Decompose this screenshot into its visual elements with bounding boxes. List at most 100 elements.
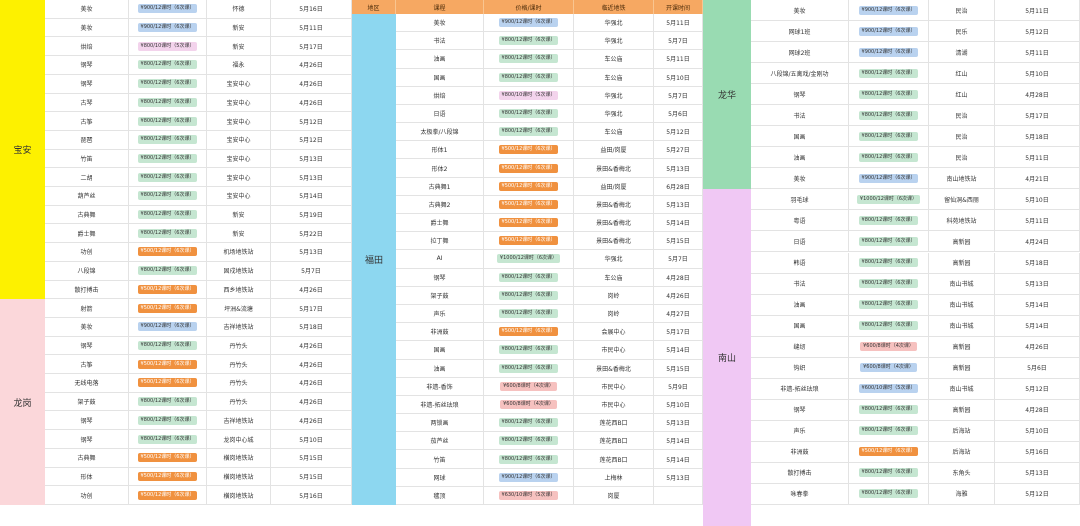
price-cell: ¥800/12课时（6次课） xyxy=(849,231,929,252)
course-cell: 国画 xyxy=(751,126,849,147)
metro-cell: 高新园 xyxy=(929,399,995,420)
table-row: 网球 ¥900/12课时（6次课） 上梅林 5月13日 xyxy=(396,468,703,487)
price-badge: ¥800/10课时（5次课） xyxy=(137,41,198,51)
course-cell: 声乐 xyxy=(396,304,484,323)
course-cell: 古典舞1 xyxy=(396,177,484,195)
price-cell: ¥800/12课时（6次课） xyxy=(129,112,207,130)
table-row: 爵士舞 ¥500/12课时（6次课） 景田&香梅北 5月14日 xyxy=(396,214,703,233)
price-cell: ¥500/12课时（6次课） xyxy=(129,299,207,317)
date-cell: 6月28日 xyxy=(654,177,703,195)
date-cell: 4月26日 xyxy=(271,280,352,299)
course-cell: 钢琴 xyxy=(751,399,849,420)
price-badge: ¥900/12课时（6次课） xyxy=(858,26,919,36)
price-badge: ¥800/12课时（6次课） xyxy=(858,279,919,289)
table-row: 琵琶 ¥800/12课时（6次课） 宝安中心 5月12日 xyxy=(45,130,352,150)
table-row: 毽顶 ¥630/10课时（5次课） 岗厦 xyxy=(396,486,703,505)
panel-futian: 地区 课程 价格/课时 临近地铁 开课时间 福田 美妆 ¥900/12课时（6次课） 华强北 5月… xyxy=(352,0,703,505)
table-row: 葫芦丝 ¥800/12课时（6次课） 宝安中心 5月14日 xyxy=(45,187,352,206)
table-row: 日语 ¥800/12课时（6次课） 华强北 5月6日 xyxy=(396,104,703,124)
price-cell: ¥800/12课时（6次课） xyxy=(129,93,207,112)
price-cell: ¥800/12课时（6次课） xyxy=(129,56,207,74)
course-cell: 韩语 xyxy=(751,252,849,273)
table-row: 形体 ¥500/12课时（6次课） 横岗地铁站 5月15日 xyxy=(45,467,352,487)
course-cell: 爵士舞 xyxy=(396,214,484,232)
metro-cell: 岗岭 xyxy=(574,304,654,323)
course-cell: 拉丁舞 xyxy=(396,232,484,250)
metro-cell: 高新园 xyxy=(929,357,995,378)
price-badge: ¥1000/12课时（6次课） xyxy=(856,194,921,204)
course-cell: 形体1 xyxy=(396,141,484,159)
table-row: 竹笛 ¥800/12课时（6次课） 莲花西B口 5月14日 xyxy=(396,450,703,469)
table-row: 架子鼓 ¥800/12课时（6次课） 丹竹头 4月26日 xyxy=(45,392,352,412)
table-row: 声乐 ¥800/12课时（6次课） 后海站 5月10日 xyxy=(751,420,1080,442)
metro-cell: 车公庙 xyxy=(574,68,654,86)
course-cell: 钢琴 xyxy=(45,430,129,448)
price-cell: ¥800/12课时（6次课） xyxy=(484,123,574,141)
table-row: 钢琴 ¥800/12课时（6次课） 红山 4月28日 xyxy=(751,84,1080,106)
course-cell: 缝纫 xyxy=(751,336,849,357)
price-cell: ¥800/12课时（6次课） xyxy=(484,104,574,123)
price-badge: ¥800/12课时（6次课） xyxy=(858,89,919,99)
metro-cell: 车公庙 xyxy=(574,268,654,286)
price-badge: ¥800/12课时（6次课） xyxy=(498,109,559,118)
course-cell: 钢琴 xyxy=(751,84,849,105)
metro-cell: 民治 xyxy=(929,126,995,147)
course-cell: 油画 xyxy=(751,147,849,168)
price-badge: ¥500/12课时（6次课） xyxy=(137,359,198,369)
date-cell: 5月13日 xyxy=(271,243,352,261)
date-cell: 5月12日 xyxy=(271,112,352,130)
price-badge: ¥600/8课时（4次课） xyxy=(500,399,557,409)
course-cell: 粤语 xyxy=(751,210,849,231)
price-cell: ¥800/12课时（6次课） xyxy=(129,224,207,243)
course-cell: 国画 xyxy=(396,341,484,359)
table-row: 美妆 ¥900/12课时（6次课） 民治 5月11日 xyxy=(751,0,1080,22)
region-label: 南山 xyxy=(717,354,736,365)
date-cell: 5月6日 xyxy=(654,104,703,123)
price-badge: ¥800/12课时（6次课） xyxy=(137,397,198,407)
header-date: 开课时间 xyxy=(654,0,703,14)
course-cell: 八段锦 xyxy=(45,261,129,280)
date-cell: 5月11日 xyxy=(271,18,352,37)
course-cell: 美妆 xyxy=(751,0,849,21)
course-cell: 二胡 xyxy=(45,168,129,187)
price-badge: ¥800/12课时（6次课） xyxy=(498,36,559,46)
metro-cell: 景田&香梅北 xyxy=(574,195,654,214)
price-cell: ¥800/12课时（6次课） xyxy=(849,252,929,273)
table-row: 八段锦/五禽戏/金刚功 ¥800/12课时（6次课） 红山 5月10日 xyxy=(751,63,1080,85)
date-cell: 5月13日 xyxy=(271,149,352,168)
price-badge: ¥500/12课时（6次课） xyxy=(137,453,198,463)
course-cell: 射箭 xyxy=(45,299,129,317)
table-row: 咏春拳 ¥800/12课时（6次课） 海雅 5月12日 xyxy=(751,483,1080,505)
course-cell: 国画 xyxy=(751,315,849,336)
price-cell: ¥800/12课时（6次课） xyxy=(849,462,929,483)
course-cell: 咏春拳 xyxy=(751,483,849,504)
price-cell: ¥800/12课时（6次课） xyxy=(129,149,207,168)
course-cell: 功创 xyxy=(45,243,129,261)
table-row: 古典舞2 ¥500/12课时（6次课） 景田&香梅北 5月13日 xyxy=(396,195,703,215)
price-badge: ¥800/12课时（6次课） xyxy=(858,468,919,478)
price-cell: ¥800/12课时（6次课） xyxy=(849,420,929,441)
course-cell: 非洲鼓 xyxy=(396,323,484,341)
date-cell: 5月14日 xyxy=(995,294,1080,315)
price-cell: ¥500/12课时（6次课） xyxy=(129,374,207,392)
date-cell: 4月28日 xyxy=(995,84,1080,105)
metro-cell: 吉祥地铁站 xyxy=(207,411,271,430)
table-row: 钢琴 ¥800/12课时（6次课） 宝安中心 4月26日 xyxy=(45,74,352,94)
date-cell: 4月26日 xyxy=(271,374,352,392)
price-badge: ¥800/12课时（6次课） xyxy=(858,300,919,310)
metro-cell: 市民中心 xyxy=(574,377,654,395)
price-cell: ¥800/12课时（6次课） xyxy=(484,359,574,377)
course-cell: 美妆 xyxy=(396,14,484,32)
price-cell: ¥500/12课时（6次课） xyxy=(849,441,929,462)
table-row: 烘焙 ¥800/10课时（5次课） 华强北 5月7日 xyxy=(396,86,703,105)
metro-cell: 民治 xyxy=(929,147,995,168)
date-cell: 5月15日 xyxy=(271,448,352,467)
date-cell: 5月12日 xyxy=(654,123,703,141)
table-row: 两锁画 ¥800/12课时（6次课） 莲花西B口 5月13日 xyxy=(396,414,703,433)
date-cell: 5月7日 xyxy=(654,250,703,268)
price-badge: ¥600/10课时（5次课） xyxy=(858,384,919,394)
table-row: 爵士舞 ¥800/12课时（6次课） 新安 5月22日 xyxy=(45,224,352,244)
panel-baoan-longgang: 宝安 龙岗 美妆 ¥900/12课时（6次课） 怀德 5月16日 美妆 ¥900/12课时（6… xyxy=(0,0,352,505)
metro-cell: 新安 xyxy=(207,18,271,37)
course-cell: 烘焙 xyxy=(45,37,129,56)
